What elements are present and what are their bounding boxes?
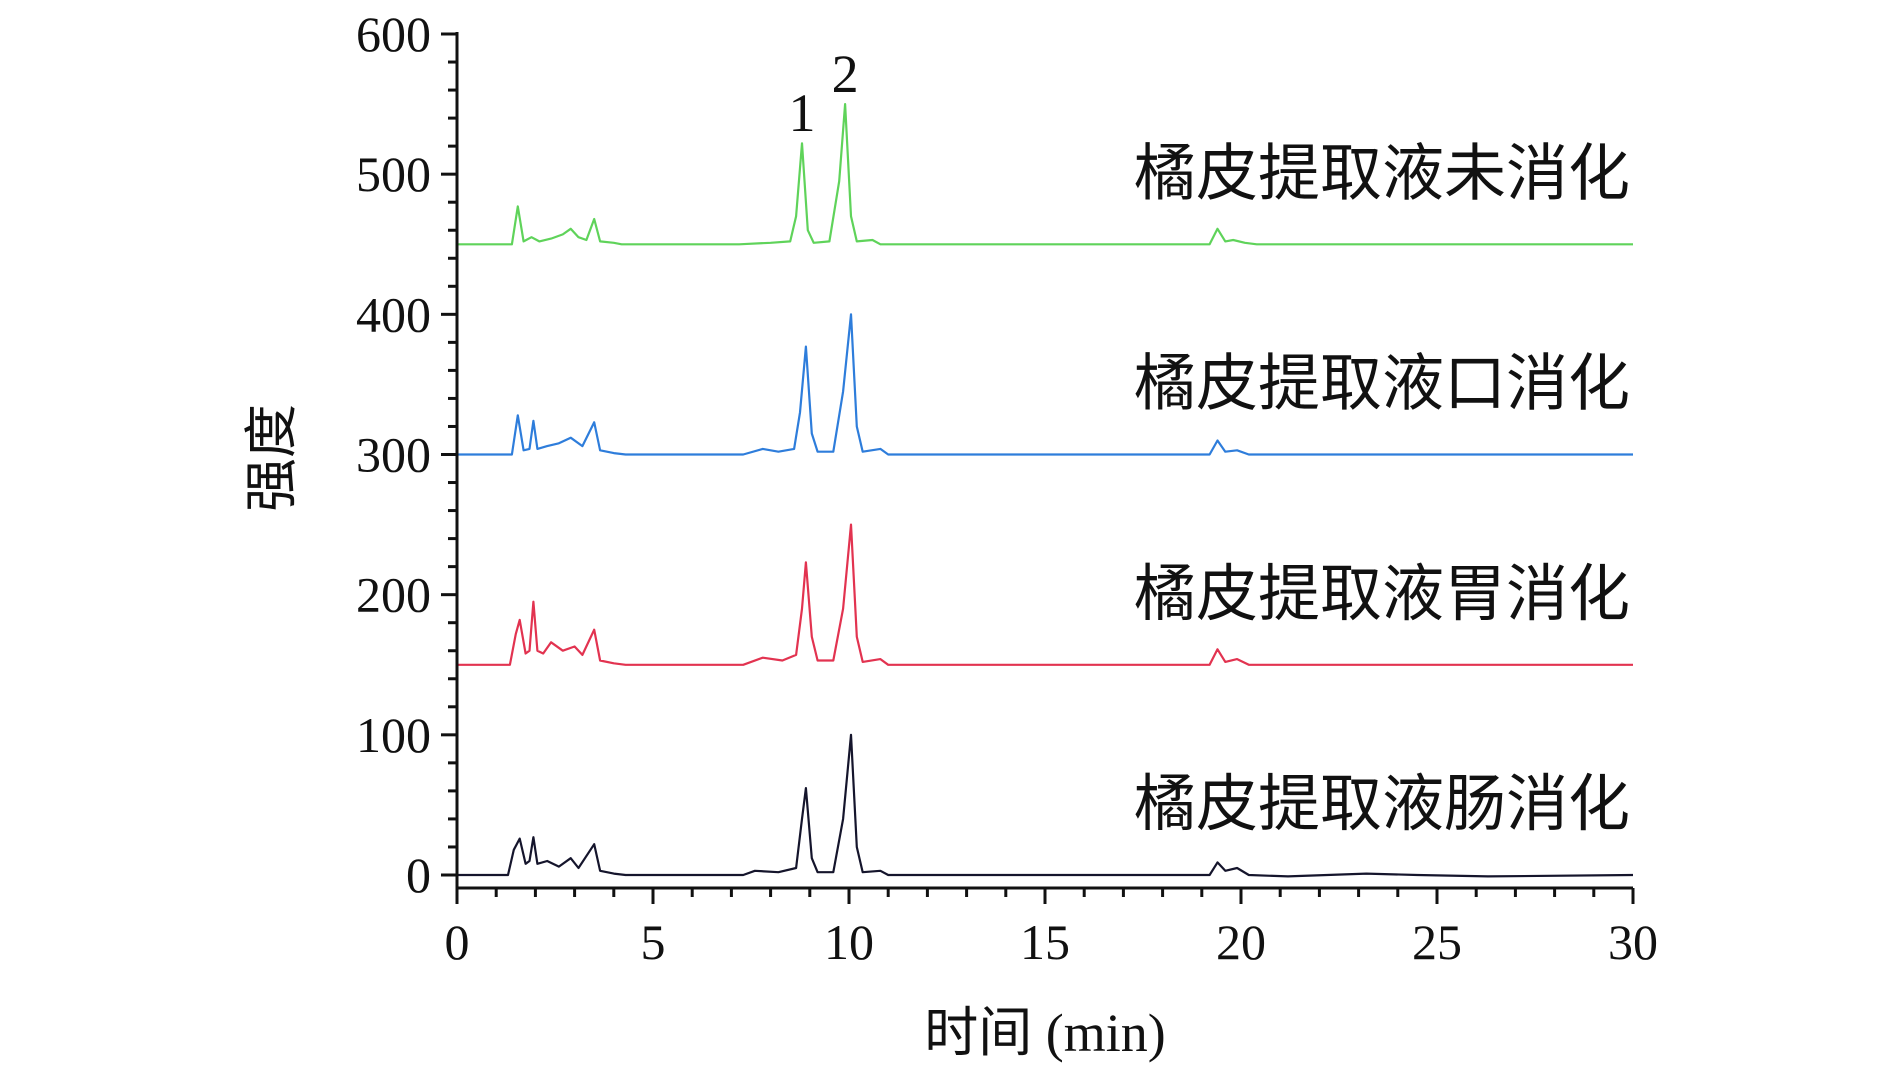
y-tick-label: 300 (356, 427, 431, 483)
y-tick-label: 600 (356, 6, 431, 62)
x-tick-label: 10 (824, 914, 874, 970)
series-label-3: 橘皮提取液胃消化 (1134, 561, 1630, 629)
y-tick-label: 0 (406, 847, 431, 903)
x-tick-label: 5 (641, 914, 666, 970)
series-label-2: 橘皮提取液口消化 (1134, 351, 1630, 419)
peak-label-1: 1 (788, 83, 815, 143)
peak-label-2: 2 (832, 44, 859, 104)
x-axis-title: 时间 (min) (924, 1003, 1165, 1063)
series-label-1: 橘皮提取液未消化 (1134, 140, 1630, 208)
axes-layer: 0 100 200 300 400 500 600 0 5 10 15 20 25 30 (356, 6, 1658, 970)
series-layer (457, 103, 1634, 878)
y-axis-title: 强度 (242, 404, 302, 512)
x-tick-label: 20 (1216, 914, 1266, 970)
x-tick-label: 15 (1020, 914, 1070, 970)
x-tick-label: 30 (1608, 914, 1658, 970)
labels-layer: 时间 (min) 强度 橘皮提取液未消化橘皮提取液口消化橘皮提取液胃消化橘皮提取液肠… (242, 44, 1630, 1063)
series-line-4 (457, 733, 1634, 878)
series-line-2 (457, 313, 1633, 456)
series-label-4: 橘皮提取液肠消化 (1134, 771, 1630, 839)
y-tick-label: 100 (356, 707, 431, 763)
y-tick-label: 500 (356, 146, 431, 202)
x-tick-label: 25 (1412, 914, 1462, 970)
y-tick-label: 200 (356, 567, 431, 623)
y-tick-label: 400 (356, 286, 431, 342)
x-tick-label: 0 (445, 914, 470, 970)
series-line-3 (457, 523, 1633, 666)
series-line-1 (457, 103, 1633, 246)
